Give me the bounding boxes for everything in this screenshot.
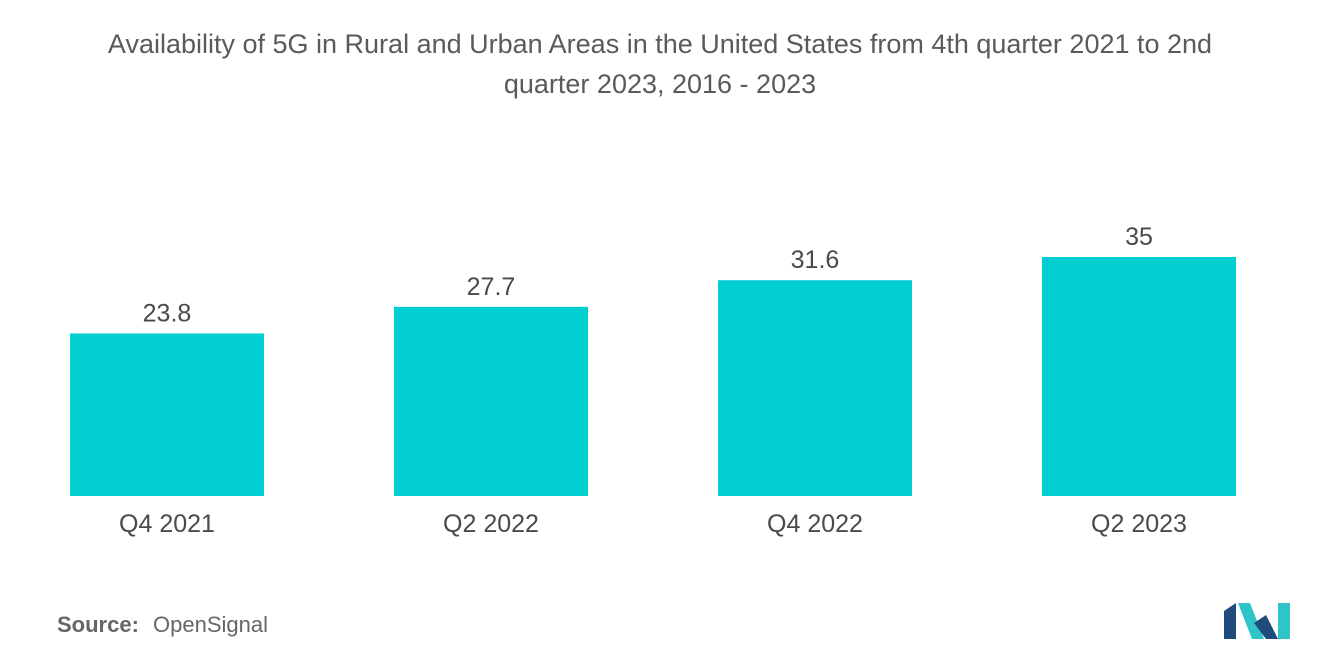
data-label: 27.7: [467, 273, 516, 301]
logo-shape-left: [1224, 603, 1236, 639]
data-label: 23.8: [143, 299, 192, 327]
logo-shape-mid-right: [1254, 615, 1278, 639]
chart-title: Availability of 5G in Rural and Urban Ar…: [0, 24, 1320, 104]
logo-shape-mid-left: [1238, 603, 1264, 639]
bar-q4-2022: [718, 280, 912, 496]
source-label: Source:: [57, 612, 139, 637]
chart-title-line-1: Availability of 5G in Rural and Urban Ar…: [107, 29, 1213, 59]
bar-chart: 23.8 Q4 2021 27.7 Q2 2022 31.6 Q4 2022 35 Q2 20…: [70, 223, 1236, 538]
source-value: OpenSignal: [153, 612, 269, 637]
x-tick-label: Q2 2023: [1091, 510, 1187, 538]
data-label: 31.6: [791, 246, 840, 274]
source-note: Source: OpenSignal: [57, 612, 268, 638]
mordor-intelligence-logo-icon: [1224, 603, 1290, 639]
data-label: 35: [1125, 223, 1153, 251]
x-tick-label: Q2 2022: [443, 510, 539, 538]
x-tick-label: Q4 2021: [119, 510, 215, 538]
logo-shape-right: [1278, 603, 1290, 639]
bar-q2-2023: [1042, 257, 1236, 496]
bar-q2-2022: [394, 306, 588, 496]
chart-title-line-2: quarter 2023, 2016 - 2023: [503, 69, 817, 99]
x-tick-label: Q4 2022: [767, 510, 863, 538]
bar-q4-2021: [70, 333, 264, 496]
